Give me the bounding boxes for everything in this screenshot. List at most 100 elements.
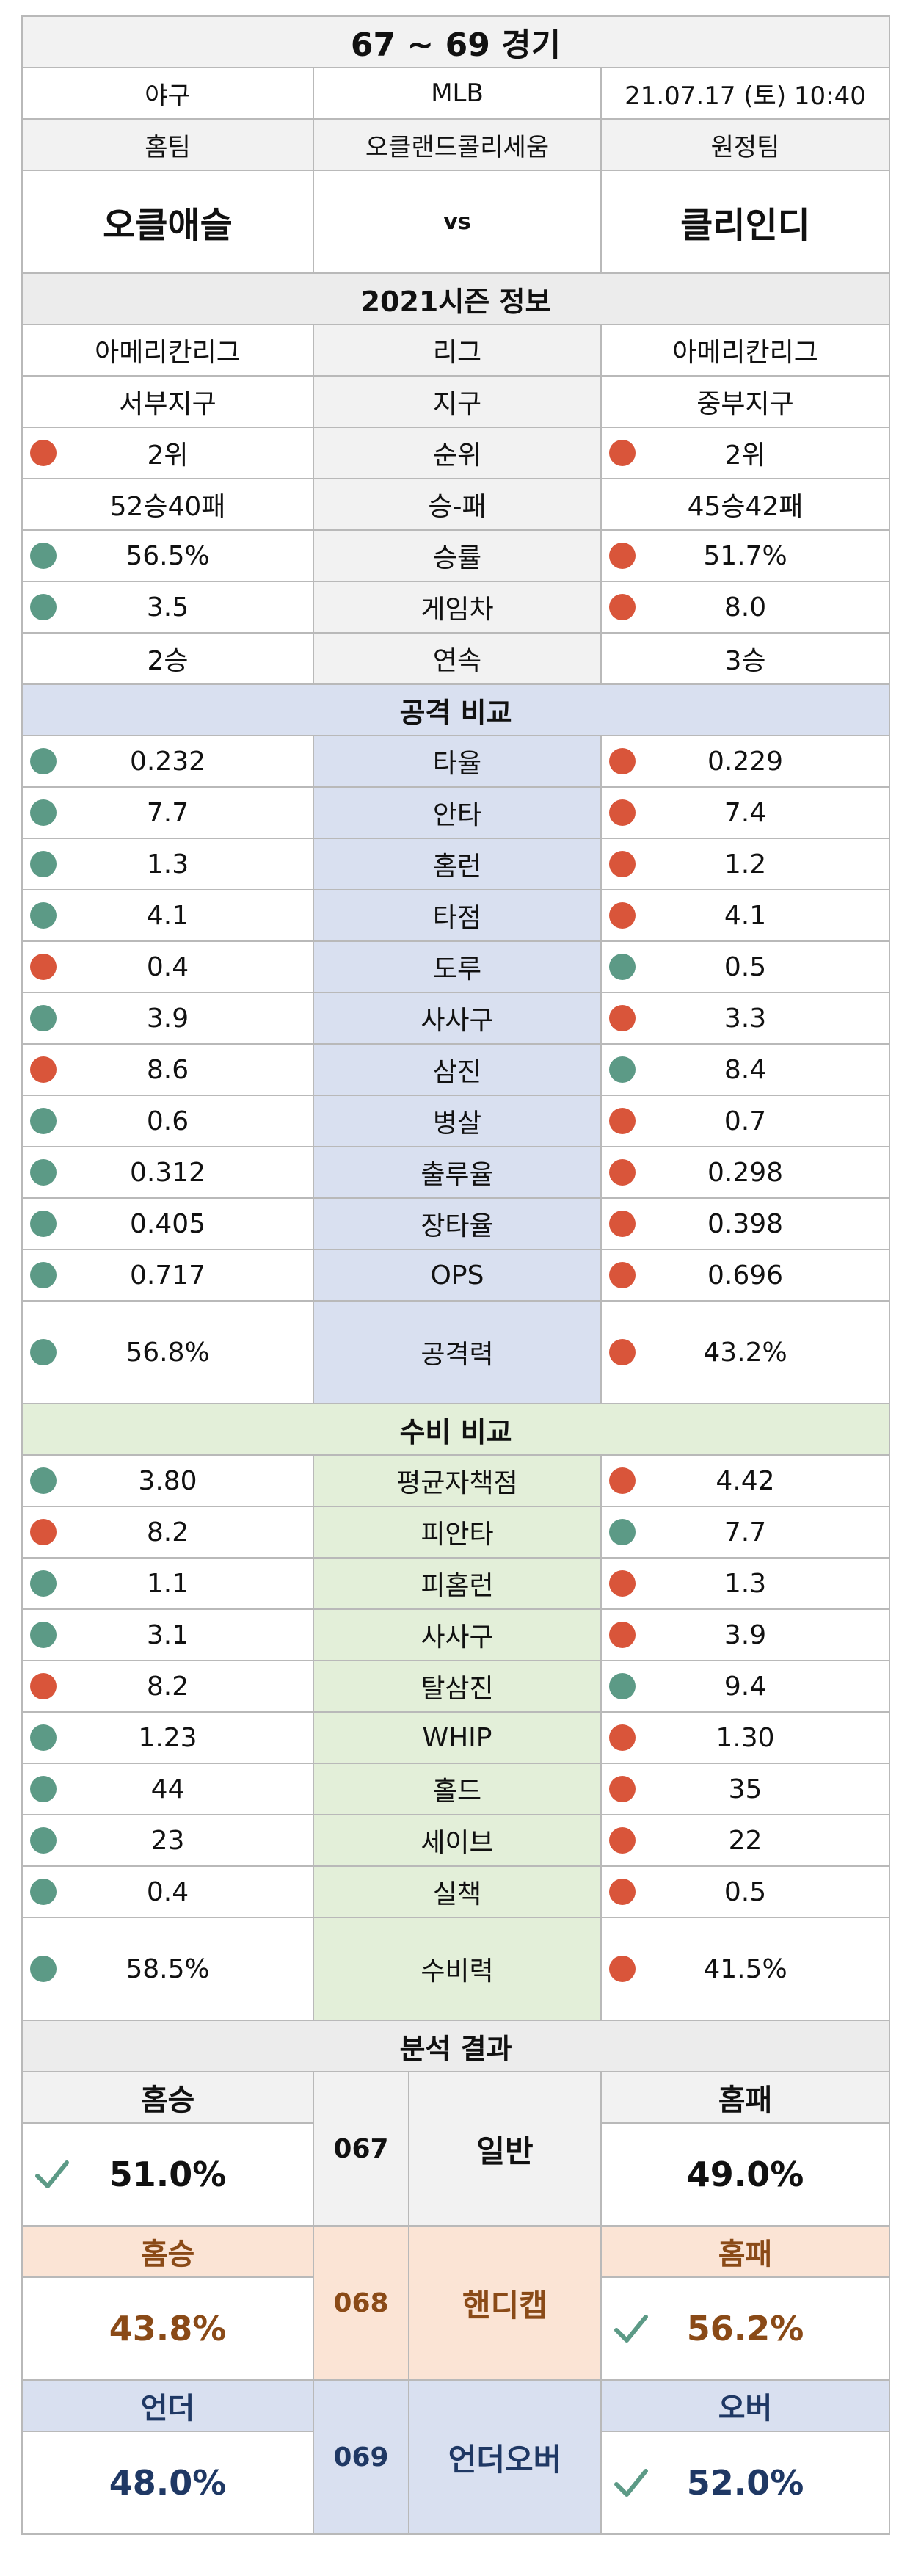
handicap-left-value-cell: 43.8%	[21, 2276, 314, 2381]
stat-label: 홈런	[313, 838, 602, 890]
red-dot-icon	[609, 748, 636, 774]
stat-label: 사사구	[313, 1608, 602, 1661]
away-stat-cell: 7.7	[600, 1506, 890, 1559]
season-section-title: 2021시즌 정보	[21, 272, 890, 325]
away-stat-cell: 43.2%	[600, 1300, 890, 1404]
away-stat-value: 0.5	[724, 951, 767, 982]
red-dot-icon	[609, 902, 636, 929]
home-stat-value: 0.4	[146, 951, 189, 982]
home-stat-value: 3.1	[146, 1619, 189, 1650]
home-stat-value: 4.1	[146, 900, 189, 931]
analysis-section-title: 분석 결과	[21, 2020, 890, 2072]
home-stat-value: 56.5%	[125, 540, 210, 571]
red-dot-icon	[609, 1956, 636, 1982]
red-dot-icon	[609, 1467, 636, 1494]
stat-row: 3.9 사사구 3.3	[21, 992, 890, 1045]
home-stat-value: 1.1	[146, 1568, 189, 1599]
away-stat-cell: 8.0	[600, 581, 890, 634]
stat-label: 타점	[313, 889, 602, 942]
home-stat-value: 3.5	[146, 592, 189, 623]
stat-label: 탈삼진	[313, 1660, 602, 1713]
stat-row: 3.80 평균자책점 4.42	[21, 1454, 890, 1507]
home-team-label: 홈팀	[21, 118, 314, 171]
green-dot-icon	[609, 1519, 636, 1545]
stat-row: 1.23 WHIP 1.30	[21, 1711, 890, 1764]
stat-label: 홀드	[313, 1763, 602, 1815]
red-dot-icon	[30, 954, 57, 980]
away-stat-cell: 8.4	[600, 1043, 890, 1096]
green-dot-icon	[30, 1724, 57, 1751]
home-stat-cell: 23	[21, 1814, 314, 1867]
red-dot-icon	[609, 1622, 636, 1648]
away-stat-value: 0.7	[724, 1106, 767, 1136]
green-dot-icon	[30, 1262, 57, 1288]
underover-right-value: 52.0%	[686, 2463, 804, 2503]
stat-row: 0.312 출루율 0.298	[21, 1146, 890, 1199]
red-dot-icon	[609, 1827, 636, 1854]
away-stat-cell: 4.42	[600, 1454, 890, 1507]
home-stat-value: 8.2	[146, 1671, 189, 1702]
stat-label: 병살	[313, 1095, 602, 1147]
home-stat-cell: 0.232	[21, 735, 314, 788]
stat-label: OPS	[313, 1249, 602, 1302]
home-stat-value: 8.2	[146, 1517, 189, 1548]
underover-right-label: 오버	[600, 2379, 890, 2432]
home-stat-value: 44	[150, 1774, 185, 1804]
green-dot-icon	[30, 1879, 57, 1905]
stat-label: 출루율	[313, 1146, 602, 1199]
home-stat-cell: 56.5%	[21, 529, 314, 582]
away-stat-value: 0.298	[707, 1157, 784, 1188]
away-stat-value: 0.398	[707, 1208, 784, 1239]
away-team-name: 클리인디	[600, 170, 890, 274]
away-stat-cell: 0.298	[600, 1146, 890, 1199]
home-stat-cell: 0.4	[21, 1865, 314, 1918]
general-game-code: 067	[313, 2071, 410, 2227]
away-stat-value: 41.5%	[703, 1953, 787, 1984]
underover-left-value: 48.0%	[109, 2463, 227, 2503]
green-dot-icon	[30, 1776, 57, 1802]
home-stat-value: 0.232	[129, 746, 206, 777]
handicap-right-value: 56.2%	[686, 2309, 804, 2348]
underover-bet-type: 언더오버	[408, 2379, 602, 2535]
green-dot-icon	[30, 748, 57, 774]
league-cell: MLB	[313, 67, 602, 120]
away-team-label: 원정팀	[600, 118, 890, 171]
stat-label: 피안타	[313, 1506, 602, 1559]
green-dot-icon	[30, 1108, 57, 1134]
home-stat-value: 0.312	[129, 1157, 206, 1188]
green-dot-icon	[609, 1056, 636, 1083]
away-stat-cell: 0.398	[600, 1197, 890, 1250]
stat-row: 0.4 실책 0.5	[21, 1865, 890, 1918]
stadium-cell: 오클랜드콜리세움	[313, 118, 602, 171]
home-stat-cell: 1.1	[21, 1557, 314, 1610]
stat-label: 순위	[313, 427, 602, 479]
stat-label: 승-패	[313, 478, 602, 531]
green-dot-icon	[30, 851, 57, 877]
home-stat-cell: 3.9	[21, 992, 314, 1045]
home-stat-cell: 0.312	[21, 1146, 314, 1199]
green-dot-icon	[30, 594, 57, 620]
stat-label: 실책	[313, 1865, 602, 1918]
handicap-bet-type: 핸디캡	[408, 2225, 602, 2381]
stat-label: 사사구	[313, 992, 602, 1045]
stat-row: 44 홀드 35	[21, 1763, 890, 1815]
away-stat-value: 2위	[724, 440, 766, 471]
stat-row: 0.405 장타율 0.398	[21, 1197, 890, 1250]
home-stat-cell: 4.1	[21, 889, 314, 942]
stat-label: 승률	[313, 529, 602, 582]
stat-row: 1.3 홈런 1.2	[21, 838, 890, 890]
away-stat-cell: 0.696	[600, 1249, 890, 1302]
stat-label: 지구	[313, 375, 602, 428]
green-dot-icon	[30, 1956, 57, 1982]
away-stat-cell: 0.5	[600, 940, 890, 993]
home-stat-value: 52승40패	[109, 492, 226, 522]
home-stat-cell: 52승40패	[21, 478, 314, 531]
stat-row: 56.5% 승률 51.7%	[21, 529, 890, 582]
stat-label: 게임차	[313, 581, 602, 634]
away-stat-cell: 51.7%	[600, 529, 890, 582]
away-stat-cell: 3승	[600, 632, 890, 685]
away-stat-value: 3.9	[724, 1619, 767, 1650]
green-dot-icon	[30, 1622, 57, 1648]
handicap-game-code: 068	[313, 2225, 410, 2381]
red-dot-icon	[609, 1879, 636, 1905]
